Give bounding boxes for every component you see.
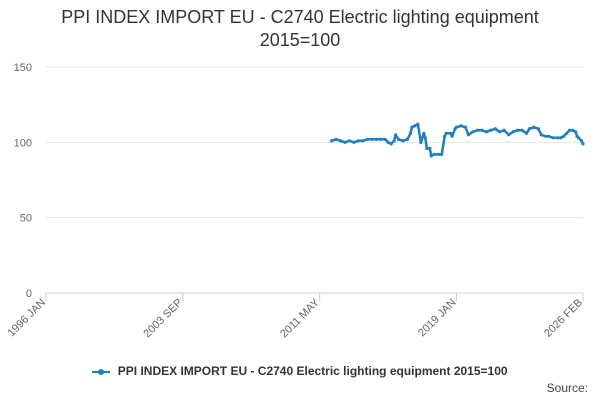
data-point[interactable] (429, 154, 433, 158)
data-point[interactable] (498, 130, 502, 134)
legend-dot (98, 368, 105, 375)
data-point[interactable] (413, 124, 417, 128)
data-point[interactable] (579, 139, 584, 143)
data-point[interactable] (524, 131, 529, 135)
data-point[interactable] (562, 134, 566, 138)
data-point[interactable] (330, 139, 334, 143)
data-point[interactable] (437, 152, 441, 156)
y-tick-label: 150 (14, 62, 32, 74)
legend[interactable]: PPI INDEX IMPORT EU - C2740 Electric lig… (0, 364, 600, 378)
data-point[interactable] (556, 136, 560, 140)
data-point[interactable] (410, 125, 414, 129)
data-point[interactable] (551, 136, 555, 140)
data-point[interactable] (532, 125, 536, 129)
data-point[interactable] (449, 131, 453, 135)
data-point[interactable] (527, 127, 532, 131)
data-point[interactable] (511, 130, 515, 134)
x-axis: 1996 JAN 2003 SEP 2011 MAY 2019 JAN 2026 FEB (5, 292, 585, 341)
data-point[interactable] (489, 128, 493, 132)
series-layer (330, 122, 585, 158)
data-point[interactable] (396, 137, 401, 141)
data-point[interactable] (565, 131, 569, 135)
chart-title-main: PPI INDEX IMPORT EU - C2740 Electric lig… (61, 7, 539, 27)
data-point[interactable] (559, 136, 563, 140)
data-point[interactable] (405, 137, 410, 141)
data-point[interactable] (547, 134, 551, 138)
data-point[interactable] (334, 137, 338, 141)
data-point[interactable] (365, 137, 369, 141)
source-credit: Source: (546, 381, 588, 395)
data-point[interactable] (425, 146, 429, 150)
data-point[interactable] (423, 136, 427, 140)
data-point[interactable] (361, 139, 365, 143)
x-tick-label: 1996 JAN (5, 297, 48, 340)
data-point[interactable] (502, 128, 506, 132)
legend-swatch-icon (92, 367, 111, 377)
data-point[interactable] (444, 131, 448, 135)
data-point[interactable] (356, 139, 360, 143)
y-tick-label: 100 (14, 137, 32, 149)
data-point[interactable] (471, 130, 475, 134)
data-point[interactable] (416, 122, 420, 126)
data-point[interactable] (573, 130, 578, 134)
data-point[interactable] (374, 137, 378, 141)
data-point[interactable] (352, 140, 356, 144)
data-point[interactable] (454, 125, 459, 129)
data-point[interactable] (379, 137, 383, 141)
data-point[interactable] (459, 124, 463, 128)
data-point[interactable] (343, 140, 347, 144)
x-tick-label: 2011 MAY (278, 296, 322, 340)
data-point[interactable] (386, 140, 390, 144)
data-point[interactable] (493, 127, 497, 131)
x-tick-label: 2019 JAN (416, 297, 459, 340)
data-point[interactable] (383, 137, 387, 141)
y-axis: 0 50 100 150 (14, 62, 32, 300)
data-point[interactable] (536, 127, 540, 131)
x-tick-label: 2026 FEB (542, 297, 585, 340)
chart-subtitle: 2015=100 (259, 30, 341, 50)
data-point[interactable] (392, 139, 396, 143)
data-point[interactable] (576, 136, 581, 140)
data-point[interactable] (408, 131, 413, 135)
data-point[interactable] (568, 128, 572, 132)
x-tick-label: 2003 SEP (141, 297, 185, 341)
data-point[interactable] (466, 133, 471, 137)
data-point[interactable] (440, 152, 444, 156)
data-point[interactable] (484, 130, 488, 134)
legend-label: PPI INDEX IMPORT EU - C2740 Electric lig… (117, 364, 508, 378)
data-point[interactable] (463, 125, 468, 129)
chart-title: PPI INDEX IMPORT EU - C2740 Electric lig… (0, 6, 600, 52)
data-point[interactable] (581, 142, 585, 146)
data-point[interactable] (419, 140, 423, 144)
data-point[interactable] (393, 133, 398, 137)
data-point[interactable] (389, 142, 393, 146)
data-point[interactable] (347, 139, 352, 143)
data-point[interactable] (401, 139, 405, 143)
data-point[interactable] (338, 139, 343, 143)
grid-lines (46, 66, 583, 219)
data-point[interactable] (450, 134, 454, 138)
y-tick-label: 50 (20, 213, 32, 225)
data-point[interactable] (443, 134, 447, 138)
data-point[interactable] (475, 128, 479, 132)
data-point[interactable] (539, 133, 543, 137)
data-point[interactable] (520, 128, 524, 132)
data-point[interactable] (422, 131, 426, 135)
data-point[interactable] (544, 134, 548, 138)
data-point[interactable] (432, 152, 436, 156)
data-point[interactable] (370, 137, 374, 141)
data-point[interactable] (515, 128, 520, 132)
data-point[interactable] (480, 128, 484, 132)
data-point[interactable] (507, 133, 511, 137)
data-point[interactable] (570, 128, 575, 132)
y-tick-label: 0 (26, 288, 32, 300)
data-point[interactable] (428, 146, 432, 150)
series-line[interactable] (331, 123, 585, 158)
